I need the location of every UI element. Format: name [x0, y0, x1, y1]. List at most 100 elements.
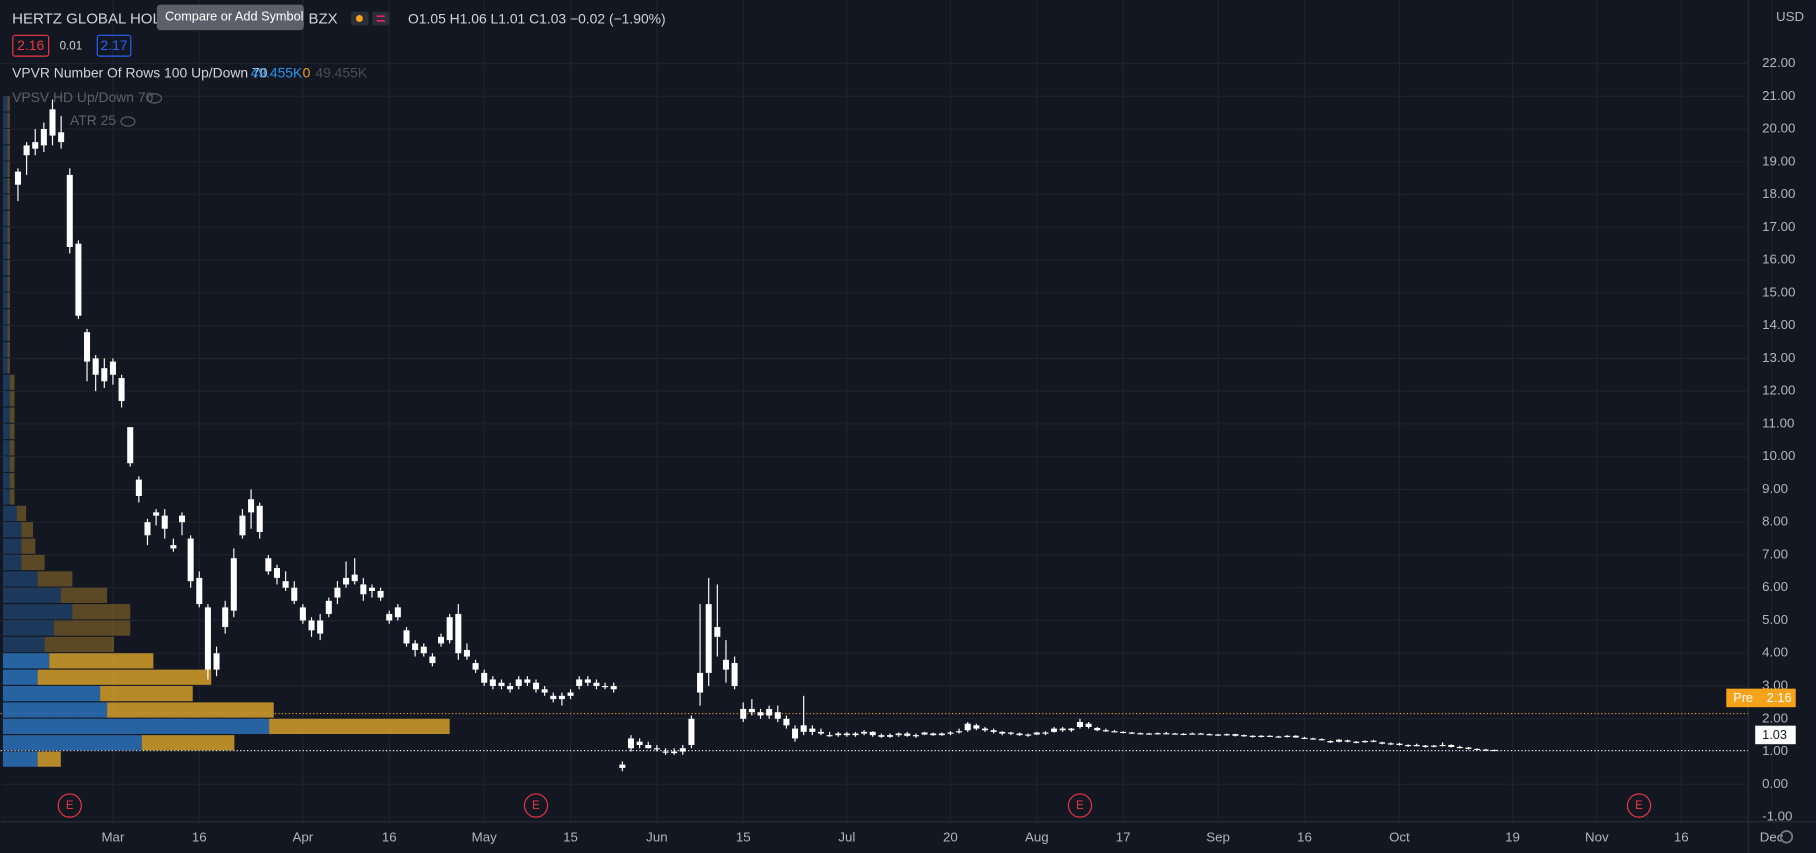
candle-body	[325, 600, 332, 614]
candles	[14, 99, 1498, 772]
visibility-icon[interactable]	[120, 116, 136, 127]
candle-body	[835, 733, 842, 736]
profile-up	[2, 604, 73, 620]
ask[interactable]: 2.17	[101, 37, 128, 53]
earnings-label: E	[1635, 800, 1643, 812]
profile-down	[7, 260, 10, 276]
x-tick-label: 16	[382, 829, 397, 844]
profile-down	[21, 522, 34, 538]
candle-body	[66, 174, 73, 247]
profile-up	[2, 538, 22, 554]
profile-up	[2, 522, 22, 538]
visibility-icon[interactable]	[147, 93, 163, 104]
candle-body	[49, 109, 56, 136]
candle-body	[446, 617, 453, 641]
candle-body	[92, 358, 99, 375]
x-tick-label: 17	[1116, 829, 1131, 844]
x-tick-label: Aug	[1025, 829, 1049, 844]
bid-box[interactable]	[12, 34, 50, 57]
profile-down	[49, 653, 154, 669]
profile-down	[44, 636, 115, 653]
settings-icon[interactable]	[1779, 830, 1794, 844]
candle-body	[1258, 735, 1265, 737]
candle-body	[1215, 734, 1222, 736]
ask-box[interactable]	[96, 34, 132, 57]
candle-body	[1128, 732, 1135, 734]
profile-up	[2, 358, 8, 374]
candle-body	[1448, 744, 1455, 747]
candle-body	[14, 171, 21, 185]
profile-up	[2, 686, 101, 702]
candle-body	[558, 695, 565, 700]
candle-body	[878, 735, 885, 737]
flag-icon[interactable]	[372, 11, 390, 26]
candle-body	[368, 587, 375, 591]
candle-body	[1094, 727, 1101, 731]
candle-body	[75, 243, 82, 316]
candle-body	[1405, 744, 1412, 747]
profile-down	[37, 669, 212, 685]
candle-body	[1266, 735, 1273, 737]
profile-down	[100, 686, 193, 702]
vpvr-total: 49.455K	[315, 65, 367, 81]
profile-down	[9, 473, 15, 489]
candle-body	[533, 682, 540, 690]
y-tick-label: 1.00	[1762, 743, 1788, 758]
candle-body	[981, 728, 988, 731]
x-tick-label: Apr	[293, 829, 314, 844]
candle-body	[999, 731, 1006, 734]
profile-up	[2, 423, 10, 440]
candle-body	[550, 695, 557, 700]
y-tick-label: 0.00	[1762, 776, 1788, 791]
candle-body	[947, 732, 954, 734]
profile-up	[2, 636, 45, 653]
candle-body	[1318, 739, 1325, 741]
candle-body	[170, 545, 177, 549]
candle-body	[1232, 734, 1239, 736]
candle-body	[273, 568, 280, 578]
symbol: HERTZ GLOBAL HOLI	[12, 11, 165, 28]
candle-body	[662, 751, 669, 753]
candle-body	[438, 636, 445, 644]
profile-up	[2, 669, 38, 685]
candle-body	[671, 751, 678, 754]
candle-body	[688, 718, 695, 745]
candle-body	[1007, 732, 1014, 734]
candle-body	[1370, 740, 1377, 742]
candle-body	[1439, 744, 1446, 747]
candle-body	[213, 653, 220, 670]
spread: 0.01	[60, 40, 83, 52]
profile-down	[53, 620, 131, 636]
profile-down	[7, 276, 10, 292]
candle-body	[507, 686, 514, 690]
profile-up	[2, 554, 22, 571]
profile-down	[21, 554, 45, 571]
candle-body	[230, 558, 237, 611]
candle-body	[40, 129, 47, 146]
y-tick-label: 14.00	[1762, 317, 1795, 332]
candle-body	[515, 679, 522, 687]
profile-down	[107, 702, 274, 718]
candle-body	[722, 659, 729, 670]
candle-body	[567, 692, 574, 696]
candle-body	[1223, 734, 1230, 736]
currency[interactable]: USD	[1776, 9, 1804, 24]
candle-body	[783, 718, 790, 726]
session-sun	[355, 15, 363, 22]
profile-up	[2, 620, 54, 636]
x-tick-label: Mar	[101, 829, 124, 844]
candle-body	[705, 604, 712, 673]
candle-body	[921, 732, 928, 735]
profile-up	[2, 440, 10, 456]
exchange[interactable]: BZX	[308, 11, 337, 28]
candle-body	[524, 679, 531, 683]
vpvr-up: 49.455K	[251, 65, 303, 81]
x-tick-label: Dec	[1760, 829, 1784, 844]
candle-body	[1335, 739, 1342, 742]
candle-body	[256, 505, 263, 533]
profile-up	[2, 718, 270, 734]
candle-body	[748, 708, 755, 713]
bid[interactable]: 2.16	[17, 37, 44, 53]
grid	[0, 0, 1773, 822]
vpvr-down: 0	[303, 65, 311, 81]
